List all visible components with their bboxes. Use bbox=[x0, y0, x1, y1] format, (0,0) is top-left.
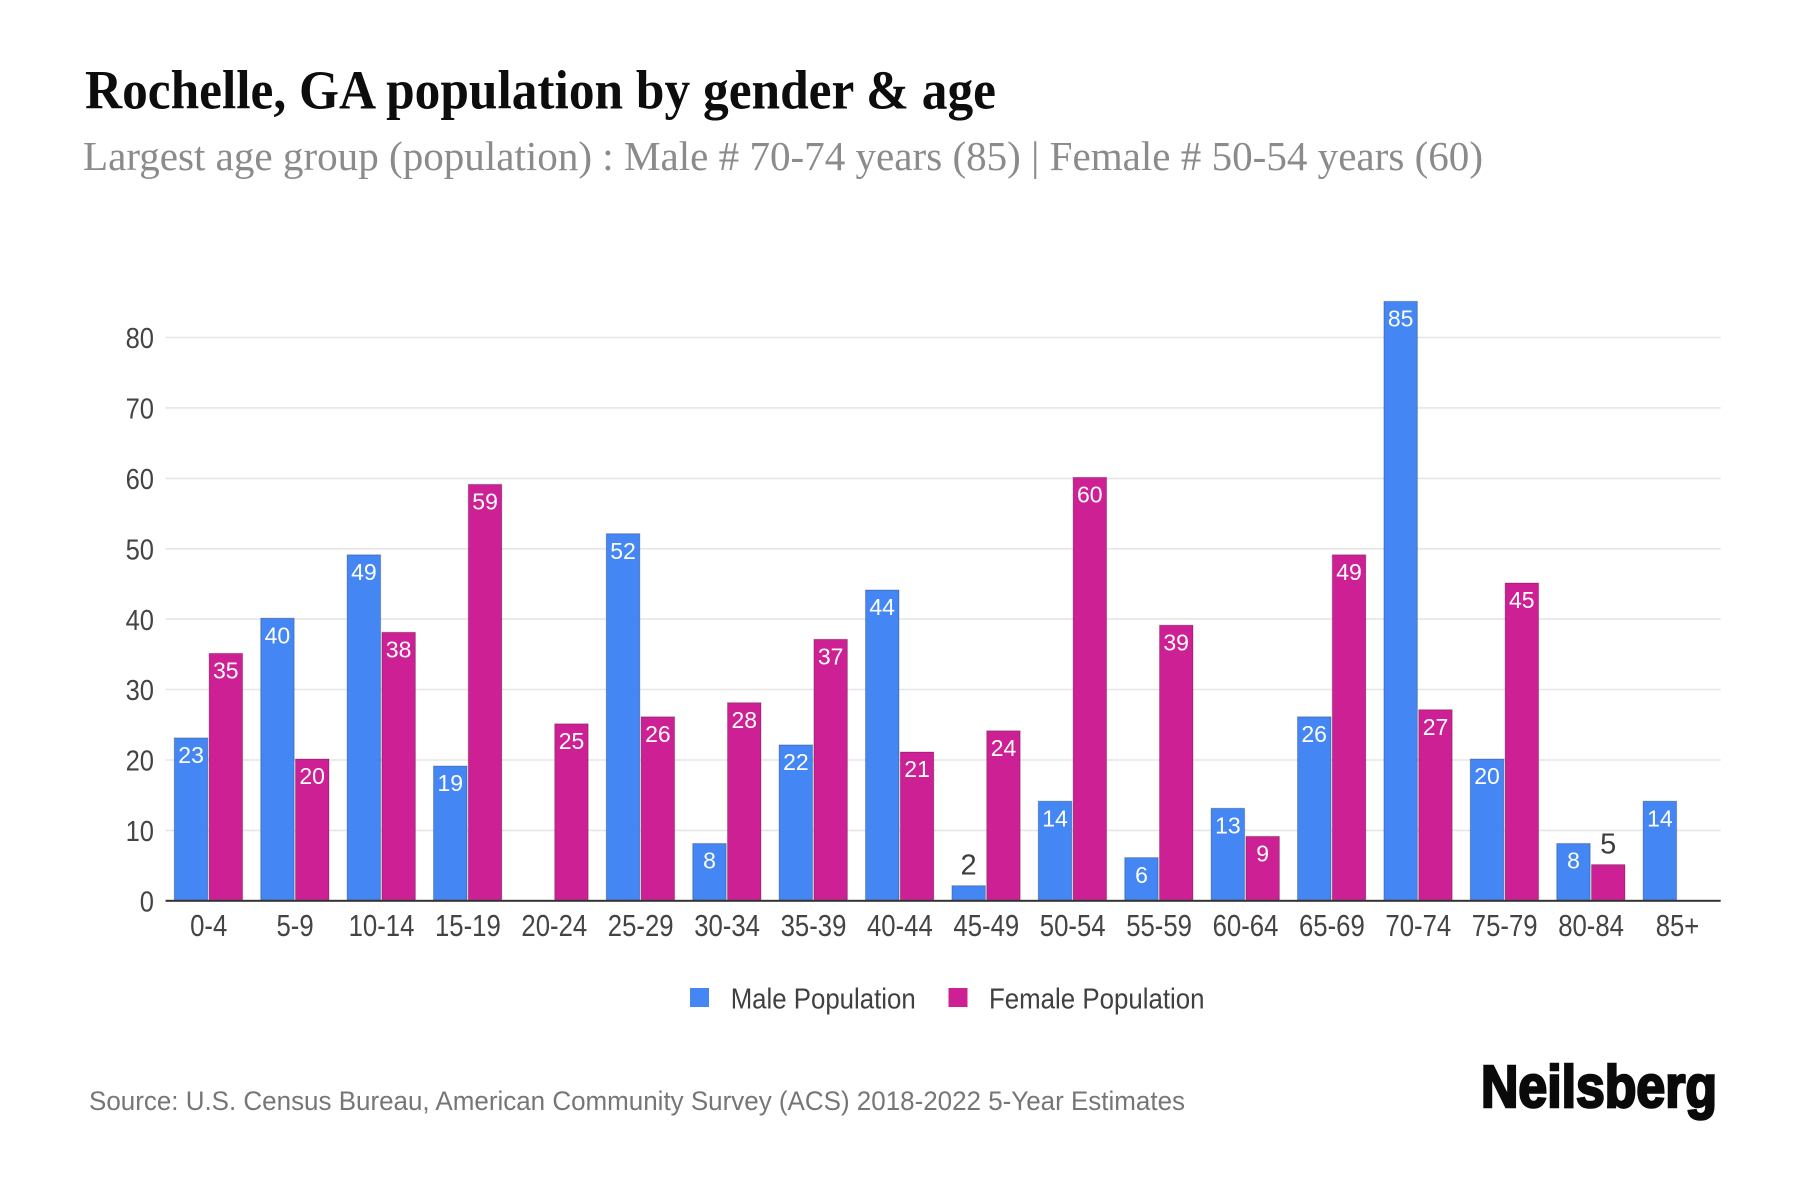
svg-text:15-19: 15-19 bbox=[435, 908, 501, 943]
svg-text:13: 13 bbox=[1215, 813, 1241, 839]
svg-text:Male Population: Male Population bbox=[731, 984, 916, 1016]
svg-text:27: 27 bbox=[1423, 714, 1449, 740]
svg-text:14: 14 bbox=[1647, 805, 1673, 831]
svg-text:9: 9 bbox=[1256, 841, 1269, 867]
svg-text:85: 85 bbox=[1388, 306, 1414, 332]
svg-text:40: 40 bbox=[126, 605, 154, 637]
svg-text:60: 60 bbox=[1077, 482, 1103, 508]
svg-text:75-79: 75-79 bbox=[1472, 908, 1538, 943]
svg-text:35: 35 bbox=[213, 658, 239, 684]
svg-text:59: 59 bbox=[472, 489, 498, 515]
svg-text:35-39: 35-39 bbox=[781, 908, 847, 943]
svg-text:52: 52 bbox=[610, 538, 636, 564]
svg-text:39: 39 bbox=[1163, 629, 1189, 655]
svg-text:8: 8 bbox=[703, 848, 716, 874]
svg-text:25: 25 bbox=[559, 728, 585, 754]
svg-text:22: 22 bbox=[783, 749, 809, 775]
svg-text:40-44: 40-44 bbox=[867, 908, 933, 943]
svg-text:14: 14 bbox=[1042, 805, 1068, 831]
svg-text:28: 28 bbox=[732, 707, 758, 733]
svg-text:37: 37 bbox=[818, 644, 844, 670]
svg-text:80: 80 bbox=[126, 323, 154, 355]
svg-text:10: 10 bbox=[126, 816, 154, 848]
svg-text:20: 20 bbox=[1474, 763, 1500, 789]
svg-text:0: 0 bbox=[140, 886, 154, 918]
svg-text:65-69: 65-69 bbox=[1299, 908, 1365, 943]
svg-text:8: 8 bbox=[1567, 848, 1580, 874]
svg-text:25-29: 25-29 bbox=[608, 908, 674, 943]
svg-text:26: 26 bbox=[645, 721, 671, 747]
svg-text:60: 60 bbox=[126, 464, 154, 496]
svg-text:60-64: 60-64 bbox=[1213, 908, 1279, 943]
svg-text:55-59: 55-59 bbox=[1126, 908, 1192, 943]
svg-text:20: 20 bbox=[126, 746, 154, 778]
svg-text:85+: 85+ bbox=[1656, 908, 1700, 943]
svg-text:0-4: 0-4 bbox=[190, 908, 227, 943]
svg-text:26: 26 bbox=[1301, 721, 1327, 747]
svg-text:Rochelle, GA population by gen: Rochelle, GA population by gender & age bbox=[85, 60, 996, 121]
svg-text:80-84: 80-84 bbox=[1558, 908, 1624, 943]
svg-text:23: 23 bbox=[178, 742, 204, 768]
svg-text:Source: U.S. Census Bureau, Am: Source: U.S. Census Bureau, American Com… bbox=[89, 1086, 1185, 1116]
svg-text:70-74: 70-74 bbox=[1385, 908, 1451, 943]
svg-text:Largest age group (population): Largest age group (population) : Male # … bbox=[83, 133, 1483, 180]
svg-text:2: 2 bbox=[961, 850, 977, 882]
svg-text:24: 24 bbox=[991, 735, 1017, 761]
svg-text:30: 30 bbox=[126, 675, 154, 707]
svg-text:70: 70 bbox=[126, 394, 154, 426]
svg-text:5: 5 bbox=[1600, 829, 1616, 861]
svg-text:21: 21 bbox=[904, 756, 930, 782]
svg-text:45: 45 bbox=[1509, 587, 1535, 613]
svg-text:5-9: 5-9 bbox=[277, 908, 314, 943]
svg-text:Neilsberg: Neilsberg bbox=[1481, 1054, 1717, 1120]
svg-text:20: 20 bbox=[299, 763, 325, 789]
svg-text:50: 50 bbox=[126, 534, 154, 566]
svg-text:19: 19 bbox=[438, 770, 464, 796]
svg-text:44: 44 bbox=[869, 594, 895, 620]
svg-text:49: 49 bbox=[351, 559, 377, 585]
svg-text:40: 40 bbox=[265, 622, 291, 648]
svg-text:45-49: 45-49 bbox=[953, 908, 1019, 943]
svg-text:38: 38 bbox=[386, 637, 412, 663]
svg-text:10-14: 10-14 bbox=[349, 908, 415, 943]
svg-text:49: 49 bbox=[1336, 559, 1362, 585]
svg-text:6: 6 bbox=[1135, 862, 1148, 888]
svg-text:Female Population: Female Population bbox=[989, 984, 1205, 1016]
svg-text:50-54: 50-54 bbox=[1040, 908, 1106, 943]
svg-text:30-34: 30-34 bbox=[694, 908, 760, 943]
svg-text:20-24: 20-24 bbox=[521, 908, 587, 943]
